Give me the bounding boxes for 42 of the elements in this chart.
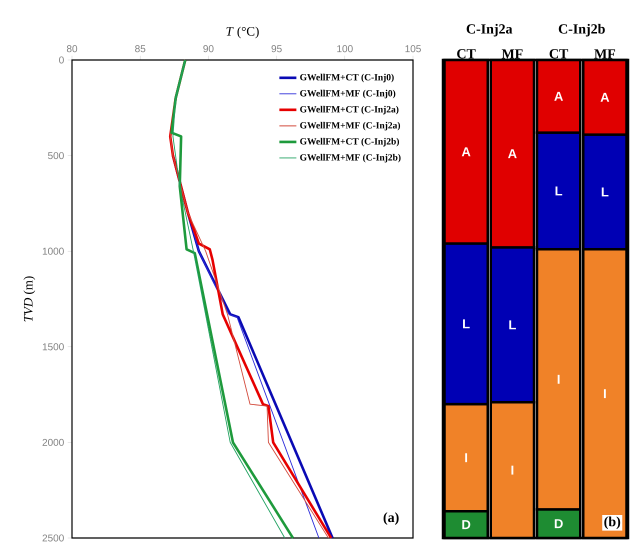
legend-label: GWellFM+CT (C-Inj0) — [300, 74, 394, 82]
x-tick-label: 100 — [337, 45, 353, 52]
annotation: (a) — [384, 512, 399, 525]
x-tick-label: CT — [457, 49, 476, 58]
y-tick-label: 2500 — [42, 534, 64, 542]
x-axis-title: T (°C) — [226, 26, 259, 38]
y-tick-label: 500 — [48, 152, 64, 160]
y-tick-label: 2000 — [42, 438, 64, 446]
x-tick-label: 95 — [272, 45, 282, 52]
legend-label: GWellFM+CT (C-Inj2b) — [300, 138, 400, 146]
text: A — [508, 149, 517, 158]
text: C-Inj2a — [466, 24, 512, 36]
text: A — [600, 92, 610, 102]
y-tick-label: 1000 — [42, 248, 64, 255]
series-label: A — [462, 147, 470, 156]
y-axis-title: TVD (m) — [23, 276, 36, 322]
series-label: D — [462, 520, 470, 530]
text: L — [463, 319, 470, 328]
x-tick-label: MF — [502, 49, 523, 58]
text: L — [556, 186, 562, 196]
legend-label: GWellFM+MF (C-Inj0) — [300, 90, 396, 98]
text: A — [554, 92, 563, 101]
text: I — [604, 389, 606, 398]
x-tick-label: CT — [550, 49, 568, 58]
x-tick-label: 80 — [66, 45, 78, 52]
x-tick-label: 105 — [405, 45, 421, 52]
x-tick-label: MF — [594, 49, 616, 58]
text: I — [465, 453, 468, 462]
text: L — [509, 320, 516, 330]
x-tick-label: 85 — [135, 45, 146, 52]
text: I — [511, 466, 514, 475]
y-tick-label: 0 — [59, 56, 64, 64]
annotation: (b) — [604, 516, 620, 530]
legend-label: GWellFM+CT (C-Inj2a) — [300, 106, 398, 114]
text: D — [554, 519, 563, 528]
legend-label: GWellFM+MF (C-Inj2a) — [300, 122, 400, 130]
series-label: I — [558, 374, 560, 384]
series-label: L — [602, 187, 608, 196]
legend-label: GWellFM+MF (C-Inj2b) — [300, 154, 401, 162]
y-tick-label: 1500 — [42, 343, 64, 350]
x-tick-label: 90 — [203, 45, 214, 52]
text: C-Inj2b — [558, 24, 605, 36]
